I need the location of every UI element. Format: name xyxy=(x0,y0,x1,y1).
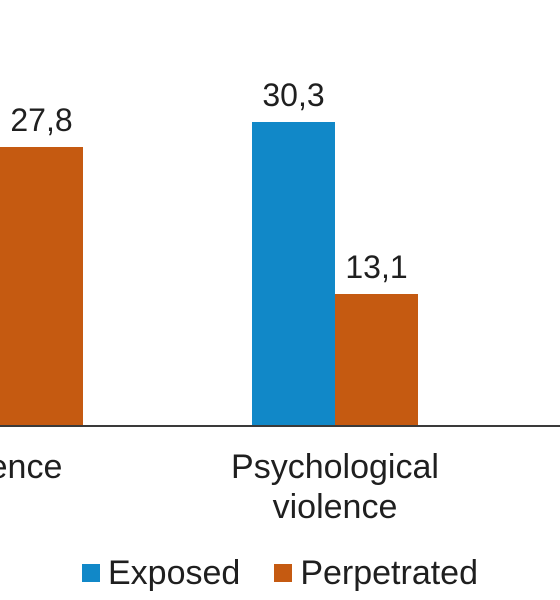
x-tick-label-1-1: violence xyxy=(273,488,398,526)
data-label-perpetrated-0: 27,8 xyxy=(10,102,72,138)
x-tick-label-0-0: violence xyxy=(0,448,62,486)
legend-swatch-exposed xyxy=(82,564,100,582)
bar-perpetrated-0 xyxy=(0,147,83,425)
data-label-exposed-1: 30,3 xyxy=(262,77,324,113)
legend-label-perpetrated: Perpetrated xyxy=(300,553,478,592)
data-label-perpetrated-1: 13,1 xyxy=(345,249,407,285)
legend-item-exposed: Exposed xyxy=(82,554,240,593)
legend-swatch-perpetrated xyxy=(274,564,293,582)
x-tick-label-1-0: Psychological xyxy=(231,448,439,486)
bar-exposed-1 xyxy=(252,122,335,425)
legend-label-exposed: Exposed xyxy=(108,553,241,592)
legend-item-perpetrated: Perpetrated xyxy=(274,554,478,593)
bar-perpetrated-1 xyxy=(335,294,418,425)
chart-legend: Exposed Perpetrated xyxy=(0,553,560,593)
